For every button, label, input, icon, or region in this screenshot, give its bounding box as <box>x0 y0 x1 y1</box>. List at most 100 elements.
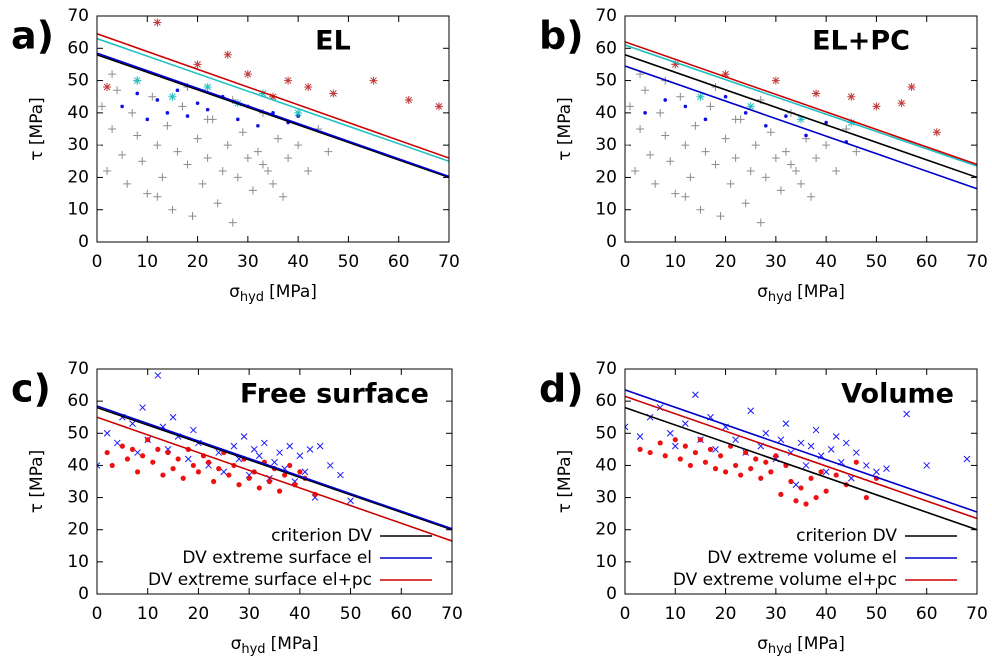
point <box>233 173 242 182</box>
panel-title: Free surface <box>240 379 429 410</box>
point <box>666 157 675 166</box>
y-tick-label: 50 <box>595 71 617 91</box>
point <box>97 141 101 150</box>
panel-title: Volume <box>841 379 954 410</box>
point <box>771 154 780 163</box>
x-axis-unit: [MPa] <box>797 282 845 302</box>
point <box>98 102 107 111</box>
point <box>250 446 258 453</box>
point <box>261 439 268 447</box>
point <box>771 76 780 85</box>
criterion-line <box>97 37 449 163</box>
point <box>129 420 136 427</box>
point <box>103 429 111 437</box>
point <box>818 469 824 475</box>
point <box>798 485 804 491</box>
point <box>236 117 240 122</box>
point <box>203 154 212 163</box>
point <box>696 205 705 214</box>
point <box>304 83 313 92</box>
panel: c) 0 10 20 30 40 50 60 70 0 10 20 30 40 50 60 70 σhyd [MPa… <box>11 359 463 657</box>
point <box>671 60 680 69</box>
y-tick-label: 0 <box>606 232 617 252</box>
legend-label: criterion DV <box>796 526 897 546</box>
point <box>847 92 856 101</box>
point <box>812 426 820 434</box>
y-tick-label: 50 <box>67 71 89 91</box>
point <box>153 141 162 150</box>
x-tick-label: 50 <box>340 604 362 624</box>
x-tick-label: 60 <box>390 604 412 624</box>
point <box>723 94 728 99</box>
point <box>763 459 769 465</box>
point <box>134 449 141 456</box>
y-tick-label: 0 <box>606 584 617 604</box>
point <box>753 456 759 462</box>
point <box>301 468 309 476</box>
point <box>326 462 334 469</box>
y-tick-label: 60 <box>595 391 617 411</box>
point <box>169 413 177 421</box>
point <box>647 449 653 456</box>
point <box>731 154 740 163</box>
point <box>248 186 257 195</box>
legend-label: DV extreme surface el+pc <box>148 570 372 590</box>
point <box>672 437 678 443</box>
point <box>240 433 248 440</box>
point <box>766 128 775 137</box>
y-tick-label: 70 <box>67 359 89 379</box>
x-tick-label: 20 <box>187 252 209 272</box>
x-tick-label: 0 <box>620 604 631 624</box>
x-tick-label: 70 <box>441 604 463 624</box>
point <box>163 121 172 130</box>
point <box>155 98 160 102</box>
point <box>703 117 708 122</box>
point <box>691 121 700 130</box>
point <box>133 131 142 140</box>
point <box>803 501 809 507</box>
point <box>681 192 690 201</box>
point <box>706 102 715 111</box>
y-tick-label: 60 <box>595 38 617 58</box>
point <box>932 128 941 137</box>
criterion-line <box>97 405 452 530</box>
x-tick-label: 50 <box>338 252 360 272</box>
point <box>263 166 272 175</box>
point <box>671 442 679 450</box>
point <box>797 439 805 447</box>
point <box>963 455 971 463</box>
point <box>155 446 161 452</box>
x-tick-label: 50 <box>866 604 888 624</box>
point <box>140 453 146 459</box>
point <box>731 115 740 124</box>
point <box>812 154 821 163</box>
point <box>193 134 202 143</box>
point <box>180 475 186 481</box>
x-tick-label: 40 <box>815 604 837 624</box>
point <box>733 462 739 469</box>
point <box>220 468 228 476</box>
point <box>662 453 668 459</box>
point <box>243 70 252 79</box>
point <box>135 91 140 96</box>
y-tick-label: 10 <box>595 552 617 572</box>
point <box>188 212 197 221</box>
x-axis-symbol: σ <box>757 634 768 654</box>
point <box>782 420 790 427</box>
criterion-line <box>97 406 452 531</box>
criterion-line <box>625 395 977 520</box>
point <box>124 456 131 462</box>
x-axis-unit: [MPa] <box>797 634 845 654</box>
point <box>170 466 176 472</box>
point <box>139 404 146 411</box>
point <box>788 478 794 485</box>
legend-label: DV extreme volume el+pc <box>673 570 897 590</box>
point <box>120 104 124 109</box>
x-tick-label: 40 <box>289 604 311 624</box>
point <box>255 452 263 460</box>
point <box>842 439 850 447</box>
x-axis-label: σhyd [MPa] <box>229 282 317 305</box>
y-tick-label: 20 <box>595 520 617 540</box>
point <box>743 111 748 115</box>
point <box>195 469 202 475</box>
